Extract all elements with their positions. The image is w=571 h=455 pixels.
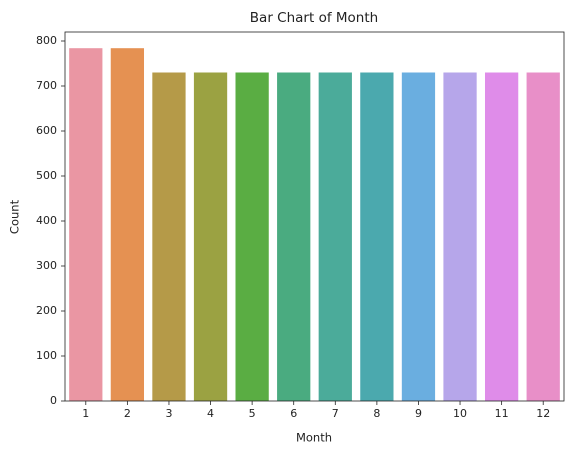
bar	[277, 72, 311, 401]
x-tick-label: 5	[249, 407, 256, 420]
y-tick-label: 100	[36, 349, 57, 362]
x-tick-label: 11	[495, 407, 509, 420]
plot-frame	[64, 31, 565, 402]
y-tick-label: 400	[36, 214, 57, 227]
x-axis-label: Month	[296, 431, 332, 445]
bar	[152, 72, 186, 401]
x-tick-label: 2	[124, 407, 131, 420]
y-tick-label: 0	[50, 394, 57, 407]
x-tick-label: 7	[332, 407, 339, 420]
x-tick-label: 9	[415, 407, 422, 420]
y-tick-label: 600	[36, 124, 57, 137]
bar	[443, 72, 477, 401]
y-tick-label: 700	[36, 79, 57, 92]
bar	[193, 72, 228, 401]
x-tick-label: 4	[207, 407, 214, 420]
x-tick-label: 6	[290, 407, 297, 420]
bar	[69, 48, 103, 401]
x-tick-label: 1	[82, 407, 89, 420]
bar	[235, 72, 269, 401]
chart-title: Bar Chart of Month	[250, 10, 378, 26]
bar	[110, 48, 145, 401]
x-tick-label: 3	[165, 407, 172, 420]
bar	[484, 72, 519, 401]
y-axis-label: Count	[8, 199, 22, 234]
bar	[526, 72, 560, 401]
x-tick-label: 12	[536, 407, 550, 420]
x-tick-label: 8	[373, 407, 380, 420]
y-tick-label: 200	[36, 304, 57, 317]
x-tick-label: 10	[453, 407, 467, 420]
y-tick-label: 800	[36, 34, 57, 47]
y-tick-label: 500	[36, 169, 57, 182]
bar	[318, 72, 352, 401]
bar	[401, 72, 436, 401]
bar	[360, 72, 394, 401]
y-tick-label: 300	[36, 259, 57, 272]
